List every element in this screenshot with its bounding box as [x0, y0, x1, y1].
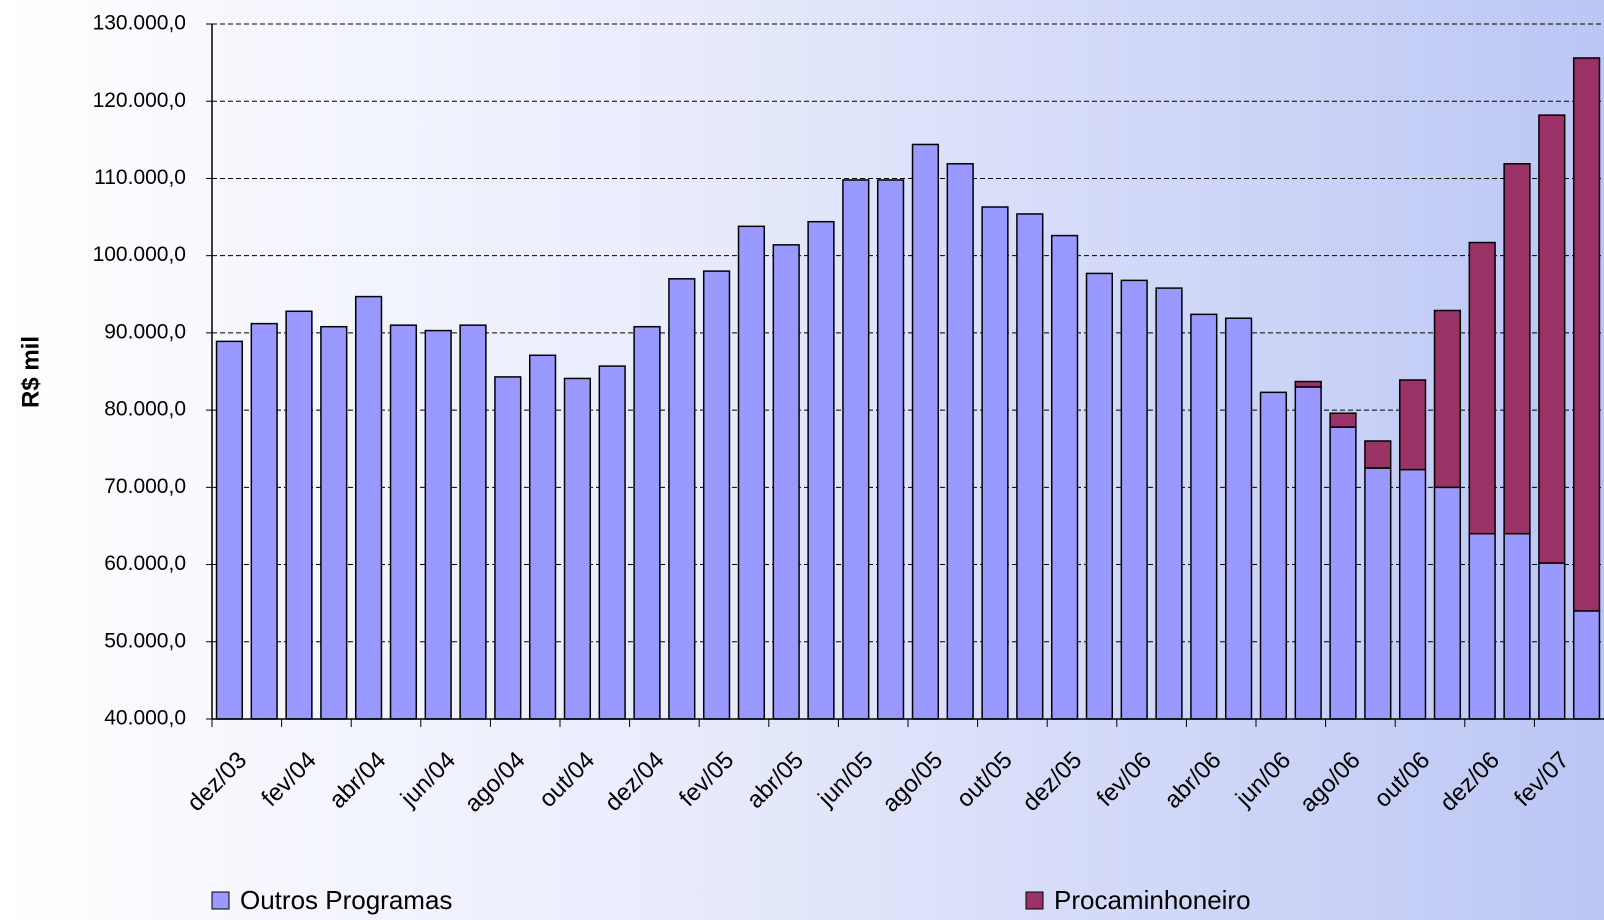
bar [1329, 412, 1357, 428]
y-tick-label: 80.000,0 [104, 398, 186, 421]
bar [1016, 213, 1044, 720]
bar [1503, 163, 1531, 535]
x-tick-label: jun/04 [395, 747, 461, 813]
bar [320, 325, 348, 720]
x-tick-label: dez/04 [600, 747, 670, 817]
y-tick-label: 110.000,0 [94, 166, 186, 189]
bar [1433, 486, 1462, 720]
bar [1364, 467, 1392, 720]
x-tick-label: fev/07 [1509, 747, 1574, 812]
bar [1294, 380, 1322, 388]
bar [1503, 532, 1531, 720]
x-tick-label: out/05 [951, 747, 1017, 813]
y-axis-label: R$ mil [17, 336, 44, 408]
x-tick-label: out/06 [1369, 747, 1435, 813]
x-tick-label: fev/06 [1092, 747, 1157, 812]
y-tick-label: 60.000,0 [104, 552, 186, 575]
bar [250, 322, 278, 720]
y-tick-label: 50.000,0 [104, 629, 186, 652]
bar [981, 206, 1009, 720]
bar [668, 278, 696, 720]
bar [633, 325, 661, 720]
x-tick-label: fev/04 [256, 747, 321, 812]
bar [285, 310, 313, 720]
legend-swatch [211, 891, 230, 910]
y-tick-label: 40.000,0 [104, 707, 186, 730]
bar [911, 143, 940, 720]
x-tick-label: out/04 [534, 747, 600, 813]
x-tick-label: ago/06 [1295, 747, 1366, 818]
bar [1433, 309, 1462, 489]
y-tick-label: 90.000,0 [104, 320, 186, 343]
x-tick-label: dez/05 [1017, 747, 1087, 817]
legend-label: Outros Programas [240, 885, 452, 915]
bar [1538, 114, 1566, 564]
bar [354, 295, 383, 720]
x-tick-label: abr/04 [324, 747, 391, 814]
bar [1572, 57, 1601, 612]
bar [1155, 287, 1183, 720]
bar [528, 354, 557, 720]
bar [563, 377, 592, 720]
bar [1224, 317, 1253, 720]
bar [1398, 379, 1427, 471]
x-tick-label: ago/04 [460, 747, 531, 818]
bar [737, 225, 766, 720]
bar [1120, 279, 1148, 720]
bar [494, 376, 522, 720]
legend-swatch [1025, 891, 1044, 910]
bar [598, 365, 626, 720]
y-tick-label: 130.000,0 [93, 12, 186, 35]
x-tick-label: abr/06 [1159, 747, 1226, 814]
bar [807, 220, 835, 720]
bar [1364, 440, 1392, 469]
bar [1190, 313, 1218, 720]
x-tick-label: abr/05 [742, 747, 809, 814]
bar [876, 179, 905, 720]
bar [1468, 241, 1496, 535]
x-tick-label: dez/06 [1435, 747, 1505, 817]
x-tick-label: fev/05 [674, 747, 739, 812]
bar [1259, 391, 1288, 720]
bar [702, 270, 731, 720]
bar [1398, 468, 1427, 720]
bar [1572, 610, 1601, 720]
x-tick-label: ago/05 [877, 747, 948, 818]
y-tick-label: 70.000,0 [104, 475, 186, 498]
bar [772, 244, 800, 720]
bar [1468, 532, 1496, 720]
bar [424, 329, 452, 720]
x-tick-label: dez/03 [182, 747, 252, 817]
bar [215, 340, 244, 720]
bar [1294, 386, 1322, 720]
bar [1050, 234, 1079, 720]
bar [1085, 272, 1114, 720]
x-tick-label: jun/05 [812, 747, 878, 813]
bar [1538, 562, 1566, 720]
legend-label: Procaminhoneiro [1054, 885, 1251, 915]
x-tick-label: jun/06 [1230, 747, 1296, 813]
bar [389, 324, 418, 720]
y-tick-label: 100.000,0 [93, 243, 186, 266]
bar [946, 163, 974, 720]
bar [842, 179, 870, 720]
y-tick-label: 120.000,0 [93, 89, 186, 112]
bar [459, 324, 487, 720]
bar [1329, 426, 1357, 720]
